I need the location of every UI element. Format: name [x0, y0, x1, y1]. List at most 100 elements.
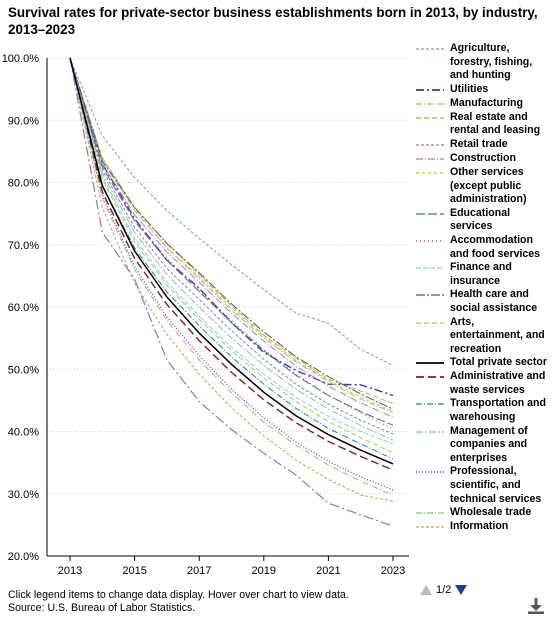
legend-item[interactable]: Other services (except public administra…: [416, 166, 554, 207]
y-tick-label: 40.0%: [8, 427, 39, 439]
series-line[interactable]: [69, 57, 394, 471]
legend-label: Wholesale trade: [450, 506, 532, 519]
legend-label: Agriculture, forestry, fishing, and hunt…: [450, 42, 533, 82]
legend-item[interactable]: Accommodation and food services: [416, 234, 554, 261]
series-line[interactable]: [69, 57, 394, 502]
y-tick-label: 50.0%: [8, 364, 39, 376]
legend-swatch: [416, 376, 444, 379]
series-line[interactable]: [69, 57, 394, 426]
legend-label: Educational services: [450, 206, 511, 233]
triangle-up-icon[interactable]: [420, 585, 432, 595]
series-line[interactable]: [69, 57, 394, 418]
legend-label: Professional, scientific, and technical …: [450, 465, 542, 505]
chart-title: Survival rates for private-sector busine…: [8, 5, 538, 37]
legend-item[interactable]: Transportation and warehousing: [416, 397, 554, 424]
legend-item[interactable]: Administrative and waste services: [416, 370, 554, 397]
x-tick-label: 2013: [58, 565, 82, 577]
legend-swatch: [416, 172, 444, 174]
legend-label: Management of companies and enterprises: [450, 424, 528, 464]
legend-item[interactable]: Utilities: [416, 83, 554, 97]
legend-label: Arts, entertainment, and recreation: [450, 315, 545, 355]
legend-swatch: [416, 144, 444, 146]
series-line[interactable]: [69, 57, 394, 404]
legend-item[interactable]: Agriculture, forestry, fishing, and hunt…: [416, 42, 554, 83]
series-line[interactable]: [69, 57, 394, 366]
series-line[interactable]: [69, 57, 394, 465]
footer-source: Source: U.S. Bureau of Labor Statistics.: [8, 602, 196, 614]
legend-swatch: [416, 294, 444, 296]
legend-label: Total private sector: [450, 356, 547, 369]
triangle-down-icon[interactable]: [455, 585, 468, 595]
y-tick-label: 90.0%: [8, 115, 39, 127]
series-line[interactable]: [69, 57, 394, 527]
x-tick-label: 2015: [122, 565, 146, 577]
series-line[interactable]: [69, 57, 394, 435]
legend-item[interactable]: Total private sector: [416, 356, 554, 370]
y-tick-label: 100.0%: [2, 53, 40, 65]
legend-item[interactable]: Professional, scientific, and technical …: [416, 465, 554, 506]
legend-pager: 1/2: [420, 584, 468, 596]
pager-label: 1/2: [436, 584, 452, 596]
series-line[interactable]: [69, 57, 394, 491]
legend-swatch: [416, 526, 444, 528]
legend-swatch: [416, 103, 444, 105]
legend-swatch: [416, 213, 444, 215]
series-line[interactable]: [69, 57, 394, 397]
legend-label: Retail trade: [450, 137, 508, 150]
footer-note: Click legend items to change data displa…: [8, 589, 349, 601]
legend-label: Construction: [450, 151, 516, 164]
legend: Agriculture, forestry, fishing, and hunt…: [416, 42, 554, 534]
legend-label: Health care and social assistance: [450, 288, 538, 314]
legend-item[interactable]: Management of companies and enterprises: [416, 425, 554, 466]
series-line[interactable]: [69, 57, 394, 430]
series-line[interactable]: [69, 57, 394, 410]
legend-item[interactable]: Real estate and rental and leasing: [416, 111, 554, 138]
legend-item[interactable]: Construction: [416, 152, 554, 166]
x-tick-label: 2021: [316, 565, 340, 577]
download-icon[interactable]: [526, 596, 546, 616]
x-tick-label: 2023: [381, 565, 405, 577]
legend-label: Manufacturing: [450, 96, 523, 109]
legend-swatch: [416, 48, 444, 50]
legend-item[interactable]: Finance and insurance: [416, 261, 554, 288]
legend-label: Administrative and waste services: [450, 370, 546, 396]
legend-swatch: [416, 403, 444, 406]
y-tick-label: 30.0%: [8, 489, 39, 501]
series-line[interactable]: [69, 57, 394, 445]
series-line[interactable]: [69, 57, 394, 413]
y-tick-label: 70.0%: [8, 240, 39, 252]
x-tick-label: 2017: [187, 565, 211, 577]
legend-swatch: [416, 158, 444, 160]
legend-swatch: [416, 471, 444, 474]
legend-label: Accommodation and food services: [450, 233, 541, 260]
legend-label: Information: [450, 520, 509, 533]
legend-swatch: [416, 88, 444, 91]
legend-item[interactable]: Information: [416, 520, 554, 534]
series-line[interactable]: [69, 57, 394, 441]
series-line[interactable]: [69, 57, 394, 496]
series-line[interactable]: [69, 57, 394, 414]
x-axis: 2013 2015 2017 2019 2021 2023: [47, 555, 409, 577]
legend-swatch: [416, 240, 444, 242]
y-tick-label: 20.0%: [8, 551, 39, 563]
legend-item[interactable]: Retail trade: [416, 138, 554, 152]
legend-swatch: [416, 512, 444, 514]
legend-swatch: [416, 267, 444, 269]
legend-label: Transportation and warehousing: [450, 397, 546, 424]
chart-footer: Click legend items to change data displa…: [8, 589, 349, 615]
legend-swatch: [416, 117, 444, 119]
legend-label: Finance and insurance: [450, 261, 512, 287]
series-line[interactable]: [69, 57, 394, 454]
legend-item[interactable]: Wholesale trade: [416, 506, 554, 520]
legend-swatch: [416, 431, 444, 433]
legend-item[interactable]: Health care and social assistance: [416, 288, 554, 315]
legend-item[interactable]: Manufacturing: [416, 97, 554, 111]
x-tick-label: 2019: [252, 565, 276, 577]
legend-label: Other services (except public administra…: [450, 165, 527, 206]
series-line[interactable]: [69, 57, 394, 460]
y-tick-label: 80.0%: [8, 178, 39, 190]
legend-label: Utilities: [450, 82, 489, 95]
legend-item[interactable]: Arts, entertainment, and recreation: [416, 316, 554, 357]
legend-item[interactable]: Educational services: [416, 207, 554, 234]
